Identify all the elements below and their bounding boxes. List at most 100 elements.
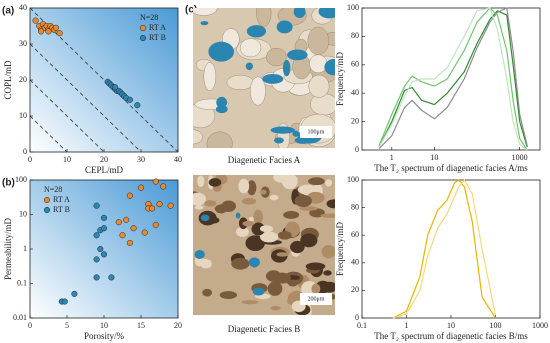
grain [309,54,328,74]
pore [200,214,210,222]
point [130,225,137,232]
panel-label: (b) [2,178,15,189]
x-axis-label: The T₂ spectrum of diagenetic facies B/m… [374,331,528,341]
grain [206,131,233,148]
y-tick-label: 100 [15,175,27,184]
point [149,205,156,212]
pore [292,130,300,137]
y-tick-label: 0.01 [13,313,27,322]
reference-line [29,43,142,153]
series-line [392,179,497,319]
annotation: N=28 [44,185,62,194]
y-axis-label: COPL/mD [3,60,13,100]
point [32,17,39,24]
grain [253,209,263,225]
caption: Diagenetic Facies A [228,155,301,165]
scale-bar: 100μm [308,129,325,135]
grain [259,231,279,243]
caption: Diagenetic Facies B [228,324,300,334]
x-tick-label: 5 [65,321,69,330]
grain [266,47,287,67]
y-tick-label: 1 [23,244,27,253]
x-tick-label: 10 [430,153,438,162]
point [97,245,104,253]
grain [269,194,279,201]
grain [326,199,335,209]
scale-bar-box [300,293,332,305]
point [100,225,108,232]
series-line [378,7,528,151]
plot-area [361,179,541,319]
grain [281,175,298,190]
y-tick-label: 0 [355,313,359,322]
pore [293,8,306,18]
grain [308,74,330,98]
legend-marker [43,196,51,204]
pore [270,126,295,134]
grain [202,288,213,297]
grain [283,211,300,219]
x-axis-label: The T₂ spectrum of diagenetic facies A/m… [374,163,528,173]
series-line [378,7,528,150]
pore [216,96,228,109]
grain [299,206,318,211]
point [100,214,108,221]
scale-bar: 200μm [308,296,325,302]
point [123,216,130,223]
grain [260,225,273,233]
y-tick-label: 0 [23,147,27,156]
legend-label: RT A [149,23,166,32]
grain [297,184,317,195]
y-tick-label: 30 [19,39,27,48]
point [152,178,159,185]
x-axis-label: CEPL/mD [85,165,124,175]
grain [200,259,212,269]
legend-label: RT B [149,33,166,42]
y-tick-label: 80 [351,31,359,40]
point [100,251,108,258]
x-tick-label: 20 [174,321,182,330]
y-tick-label: 60 [351,60,359,69]
y-tick-label: 100 [347,3,359,12]
reference-line [29,79,105,153]
point [126,96,133,103]
x-tick-label: 1 [390,153,394,162]
grain [204,200,217,207]
point [38,28,45,35]
x-tick-label: 1 [405,321,409,330]
pore [318,8,335,19]
grain [219,291,238,299]
x-tick-label: 10 [100,321,108,330]
y-tick-label: 100 [347,175,359,184]
point [56,30,63,37]
grain [267,281,283,296]
pore [324,58,335,76]
y-axis-label: Frequency/mD [335,222,345,276]
grain [231,257,250,270]
grain [193,192,207,206]
y-tick-label: 40 [351,88,359,97]
y-tick-label: 60 [351,230,359,239]
x-tick-label: 1000 [532,321,548,330]
pore [194,249,205,259]
grain [256,8,272,27]
grain [278,231,292,240]
grain [203,62,217,91]
point [126,239,133,246]
grain [248,216,255,222]
pore [235,212,241,219]
legend-label: RT B [53,205,70,214]
grain [208,178,222,187]
pore [276,20,293,34]
scale-bar-box [300,126,332,138]
grain [321,245,335,259]
point [61,298,68,305]
grain [194,205,204,210]
x-tick-label: 30 [137,155,145,164]
y-tick-label: 10 [19,111,27,120]
pore [246,25,267,38]
grain [193,8,218,16]
y-tick-label: 0.1 [17,278,27,287]
point [93,256,100,263]
grain [215,204,228,214]
